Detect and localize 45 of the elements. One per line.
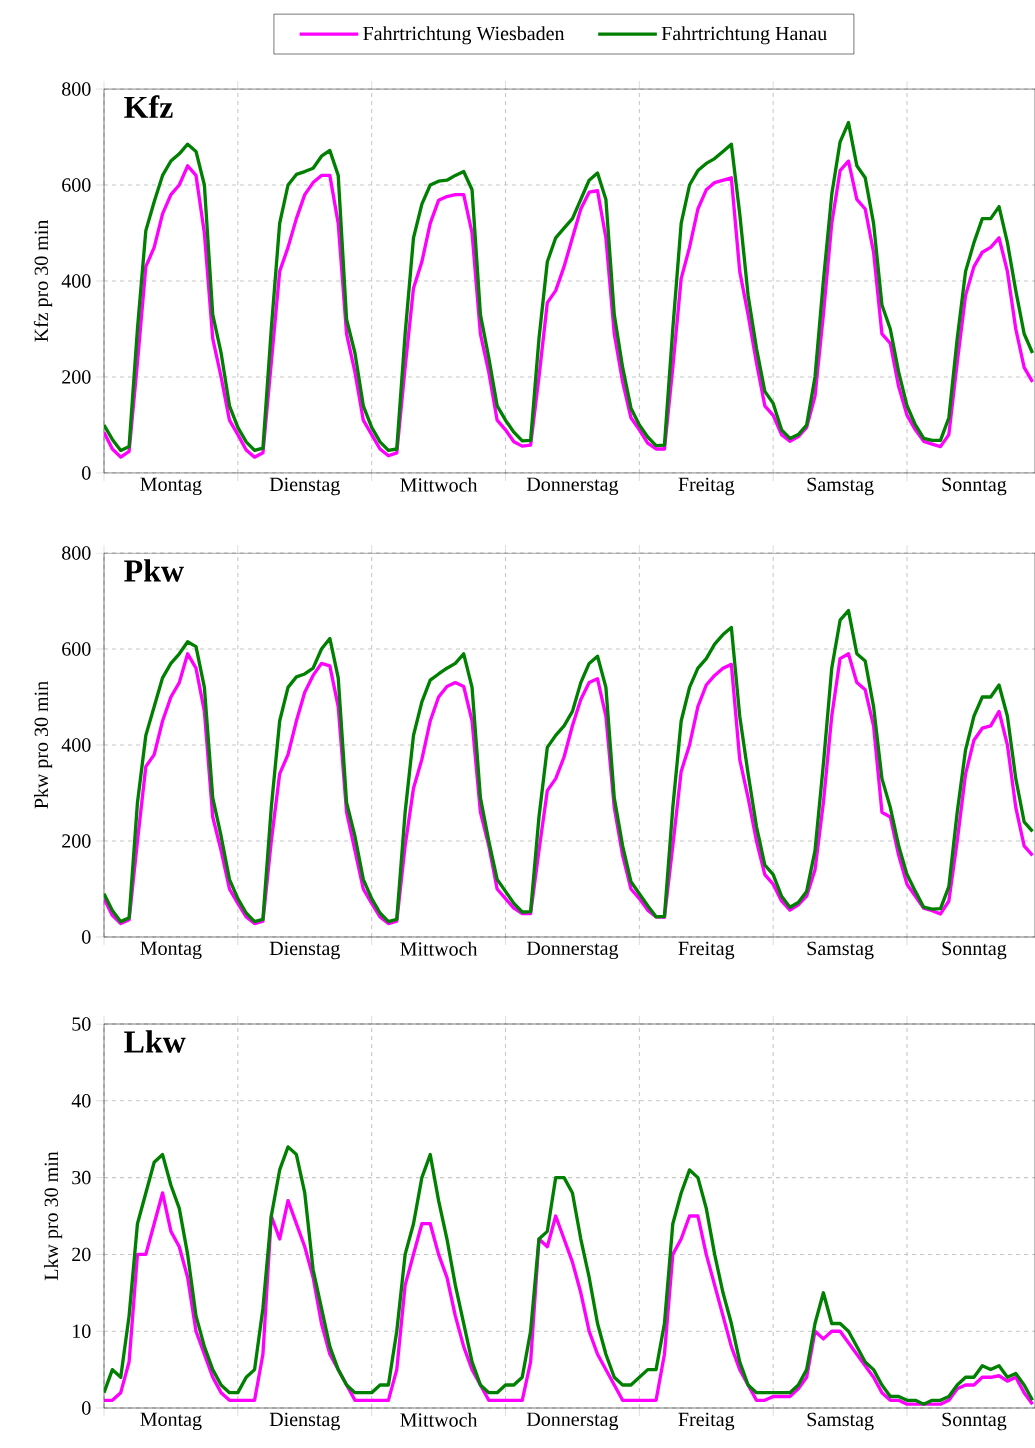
y-tick-label: 600 — [62, 642, 91, 656]
x-tick-label: Samstag — [807, 477, 874, 496]
y-axis-title: Kfz pro 30 min — [33, 219, 53, 342]
y-tick-label: 30 — [72, 1170, 91, 1185]
y-tick-label: 0 — [82, 1401, 91, 1415]
x-tick-label: Mittwoch — [400, 1412, 478, 1427]
x-tick-label: Montag — [140, 477, 202, 496]
x-tick-label: Dienstag — [269, 477, 340, 496]
y-tick-label: 0 — [82, 930, 91, 944]
y-tick-label: 50 — [72, 1017, 91, 1031]
x-tick-label: Sonntag — [942, 941, 1007, 960]
x-tick-label: Donnerstag — [526, 941, 619, 960]
legend-label: Fahrtrichtung Wiesbaden — [363, 26, 565, 45]
x-tick-label: Freitag — [678, 1412, 735, 1431]
chart-title: Lkw — [124, 1030, 186, 1053]
y-tick-label: 20 — [72, 1247, 91, 1262]
y-tick-label: 200 — [62, 370, 91, 384]
y-axis-title: Pkw pro 30 min — [34, 681, 53, 809]
x-tick-label: Freitag — [678, 477, 735, 496]
y-tick-label: 10 — [73, 1324, 91, 1338]
y-tick-label: 400 — [61, 738, 91, 752]
x-tick-label: Montag — [140, 941, 202, 960]
x-tick-label: Samstag — [807, 941, 874, 960]
y-tick-label: 800 — [62, 546, 91, 560]
chart-title: Kfz — [124, 95, 173, 118]
y-tick-label: 800 — [62, 82, 91, 96]
x-tick-label: Sonntag — [942, 1412, 1007, 1431]
y-axis-title: Lkw pro 30 min — [44, 1151, 63, 1281]
y-tick-label: 600 — [62, 178, 91, 192]
y-tick-label: 0 — [82, 466, 91, 480]
x-tick-label: Sonntag — [942, 477, 1007, 496]
x-tick-label: Mittwoch — [400, 941, 478, 956]
x-tick-label: Dienstag — [269, 1412, 340, 1431]
x-tick-label: Donnerstag — [526, 477, 619, 496]
x-tick-label: Montag — [140, 1412, 202, 1431]
legend-label: Fahrtrichtung Hanau — [661, 26, 827, 45]
y-tick-label: 200 — [62, 834, 91, 848]
x-tick-label: Dienstag — [269, 941, 340, 960]
x-tick-label: Mittwoch — [400, 477, 478, 492]
y-tick-label: 40 — [71, 1094, 91, 1108]
x-tick-label: Freitag — [678, 941, 735, 960]
chart-title: Pkw — [124, 559, 184, 582]
x-tick-label: Donnerstag — [526, 1412, 619, 1431]
x-tick-label: Samstag — [807, 1412, 874, 1431]
y-tick-label: 400 — [61, 274, 91, 288]
